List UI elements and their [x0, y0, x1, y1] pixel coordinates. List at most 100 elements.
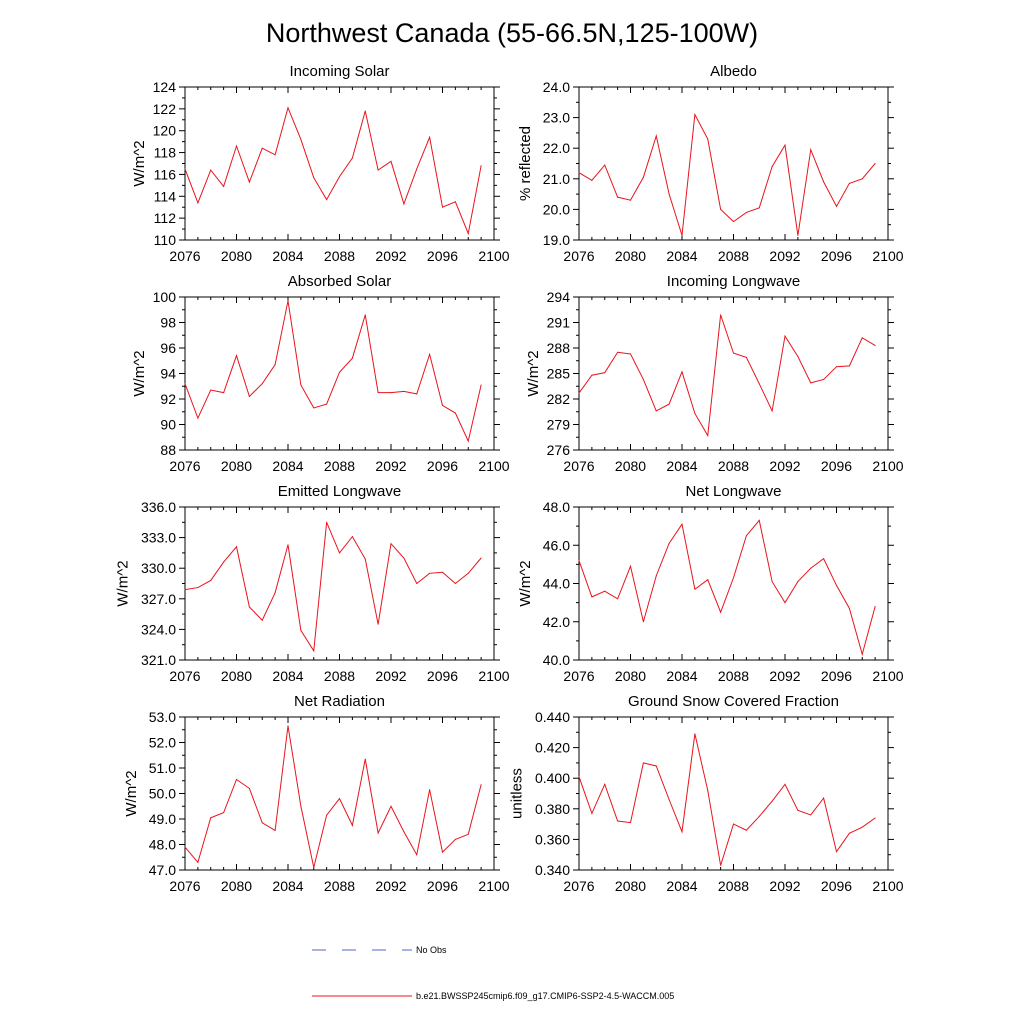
- data-point: [223, 561, 225, 563]
- data-point: [197, 587, 199, 589]
- x-tick-label: 2096: [821, 458, 852, 474]
- x-tick-label: 2096: [427, 248, 458, 264]
- data-point: [630, 199, 631, 201]
- x-tick-label: 2088: [718, 668, 749, 684]
- data-point: [454, 412, 456, 414]
- data-point: [236, 778, 237, 780]
- data-point: [848, 365, 850, 367]
- data-point: [745, 829, 747, 831]
- y-tick-label: 124: [153, 79, 177, 95]
- data-point: [429, 353, 431, 355]
- data-point: [578, 392, 580, 394]
- data-point: [810, 567, 812, 569]
- x-tick-label: 2080: [615, 458, 646, 474]
- data-point: [197, 861, 199, 863]
- x-tick-label: 2076: [563, 668, 594, 684]
- data-point: [681, 234, 683, 236]
- y-tick-label: 94: [160, 366, 176, 382]
- y-tick-label: 276: [547, 442, 571, 458]
- x-tick-label: 2084: [666, 878, 697, 894]
- y-tick-label: 116: [154, 166, 177, 182]
- data-point: [236, 145, 237, 147]
- data-point: [874, 817, 876, 819]
- data-point: [707, 789, 709, 791]
- y-axis-label: % reflected: [517, 126, 534, 201]
- data-point: [248, 606, 250, 608]
- legend: No Obs b.e21.BWSSP245cmip6.f09_g17.CMIP6…: [312, 945, 674, 1001]
- x-tick-label: 2080: [221, 248, 252, 264]
- data-point: [261, 147, 263, 149]
- data-point: [694, 114, 696, 116]
- data-point: [681, 831, 683, 833]
- y-axis-label: W/m^2: [517, 560, 534, 606]
- y-tick-label: 282: [547, 391, 571, 407]
- data-point: [274, 592, 276, 594]
- panel-title: Emitted Longwave: [278, 483, 401, 500]
- y-tick-label: 24.0: [543, 79, 570, 95]
- x-tick-label: 2088: [718, 458, 749, 474]
- y-tick-label: 20.0: [543, 201, 570, 217]
- x-tick-label: 2092: [769, 668, 800, 684]
- data-point: [467, 572, 469, 574]
- data-point: [339, 552, 340, 554]
- plot-frame: [578, 506, 889, 661]
- data-point: [694, 588, 696, 590]
- y-tick-label: 42.0: [543, 614, 570, 630]
- data-point: [429, 136, 431, 138]
- panel-title: Albedo: [710, 63, 757, 80]
- data-point: [184, 168, 186, 170]
- data-point: [339, 371, 340, 373]
- y-tick-label: 0.400: [535, 770, 570, 786]
- data-point: [797, 234, 799, 236]
- y-tick-label: 279: [547, 417, 571, 433]
- data-point: [861, 653, 863, 655]
- x-tick-label: 2084: [666, 668, 697, 684]
- data-point: [642, 621, 644, 623]
- data-point: [467, 833, 469, 835]
- y-tick-label: 53.0: [149, 709, 176, 725]
- x-tick-label: 2100: [872, 458, 903, 474]
- plot-frame: [578, 86, 889, 241]
- plot-frame: [578, 716, 889, 871]
- chart-panel: 2076 2080 2084 2088 2092 2096 2100 88 90 92 94 96 98…: [131, 273, 510, 474]
- chart-panel: 2076 2080 2084 2088 2092 2096 2100 47.0 48.0 49.0…: [123, 693, 510, 894]
- chart-panel: 2076 2080 2084 2088 2092 2096 2100 276 279 282 285…: [525, 273, 904, 474]
- data-point: [184, 383, 186, 385]
- x-tick-label: 2100: [478, 668, 509, 684]
- data-point: [745, 356, 747, 358]
- data-point: [810, 149, 812, 151]
- data-point: [668, 403, 670, 405]
- data-point: [668, 799, 670, 801]
- data-point: [339, 798, 340, 800]
- y-tick-label: 285: [547, 366, 571, 382]
- x-tick-label: 2092: [769, 878, 800, 894]
- data-point: [630, 822, 631, 824]
- data-point: [681, 523, 683, 525]
- data-point: [313, 177, 315, 179]
- y-tick-label: 0.380: [535, 801, 570, 817]
- data-point: [874, 163, 876, 164]
- data-point: [287, 725, 289, 727]
- data-point: [630, 565, 631, 567]
- x-tick-label: 2100: [872, 248, 903, 264]
- data-point: [274, 154, 276, 156]
- data-point: [197, 202, 199, 204]
- data-point: [707, 435, 709, 437]
- y-axis-label: W/m^2: [525, 350, 542, 396]
- data-point: [390, 543, 392, 545]
- data-point: [442, 571, 443, 573]
- x-tick-label: 2084: [272, 668, 303, 684]
- x-tick-label: 2096: [427, 458, 458, 474]
- y-tick-label: 46.0: [543, 537, 570, 553]
- data-point: [390, 392, 392, 394]
- data-point: [300, 384, 302, 386]
- y-tick-label: 44.0: [543, 576, 570, 592]
- y-tick-label: 92: [160, 391, 176, 407]
- data-point: [429, 789, 431, 791]
- data-point: [836, 584, 837, 586]
- data-point: [784, 335, 786, 337]
- data-point: [454, 201, 456, 203]
- chart-panel: 2076 2080 2084 2088 2092 2096 2100 0.340 0.360 0.…: [509, 693, 904, 894]
- data-point: [771, 166, 773, 168]
- y-tick-label: 48.0: [543, 499, 570, 515]
